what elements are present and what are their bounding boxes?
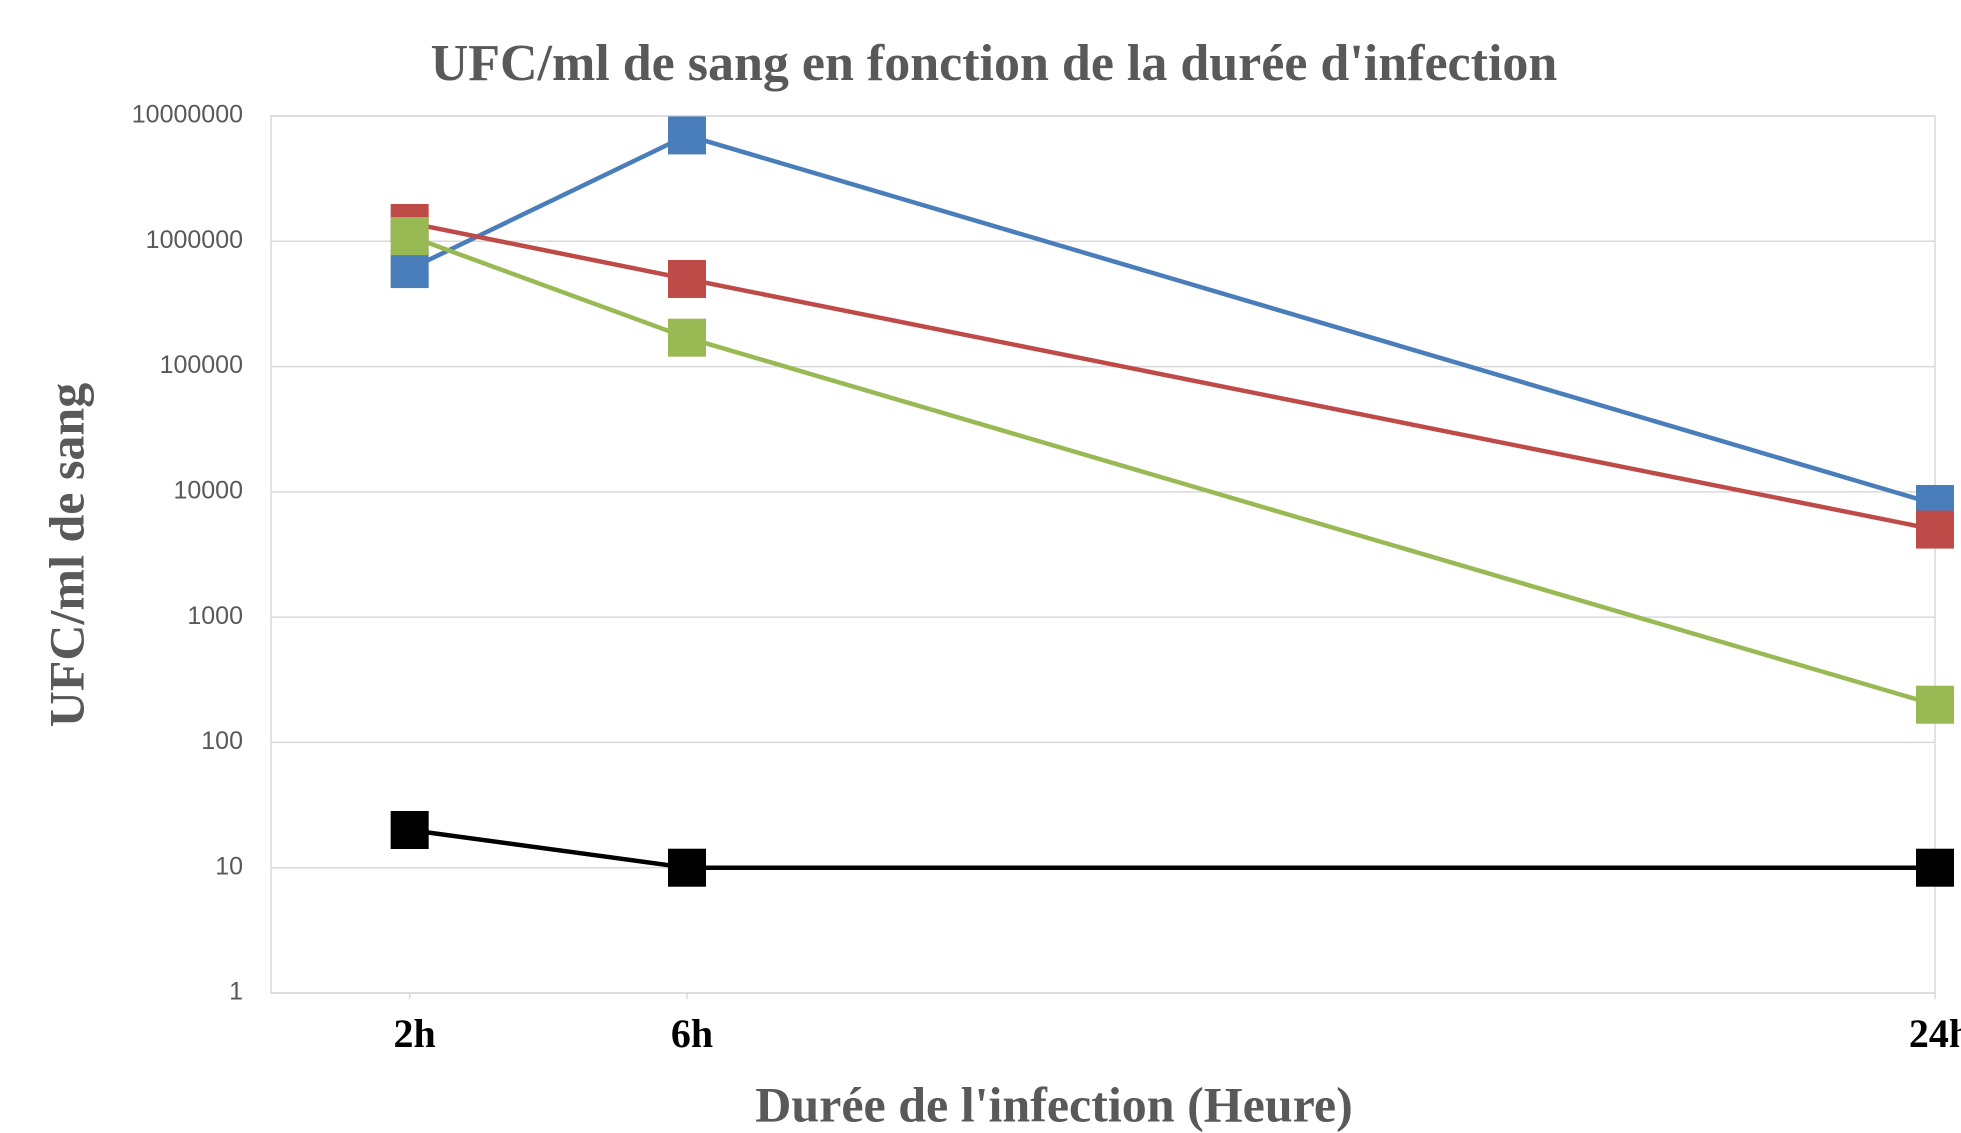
data-marker xyxy=(390,810,429,849)
series-line xyxy=(408,233,1936,707)
y-tick-label: 10000 xyxy=(173,476,243,504)
data-marker xyxy=(1916,510,1954,549)
data-marker xyxy=(390,250,429,289)
y-tick-label: 1000 xyxy=(187,602,243,630)
x-tick-label: 6h xyxy=(671,1011,713,1056)
data-marker xyxy=(668,260,706,299)
y-axis-label: UFC/ml de sang xyxy=(38,383,94,727)
data-marker xyxy=(668,848,706,887)
data-marker xyxy=(668,318,706,357)
y-tick-label: 100000 xyxy=(160,351,243,379)
data-marker xyxy=(1916,685,1954,724)
series-line xyxy=(409,827,1935,870)
data-marker xyxy=(668,116,706,155)
y-tick-label: 10000000 xyxy=(132,101,243,129)
data-marker xyxy=(390,217,429,256)
chart-title: UFC/ml de sang en fonction de la durée d… xyxy=(431,35,1558,92)
x-tick-label: 2h xyxy=(394,1011,436,1056)
x-axis-label: Durée de l'infection (Heure) xyxy=(755,1076,1353,1132)
y-tick-label: 1 xyxy=(229,978,243,1006)
y-tick-label: 10 xyxy=(215,852,243,880)
series-line xyxy=(409,220,1936,532)
y-tick-label: 100 xyxy=(201,727,243,755)
x-tick-label: 24h xyxy=(1909,1011,1961,1056)
y-tick-label: 1000000 xyxy=(146,226,243,254)
data-marker xyxy=(1916,848,1954,887)
